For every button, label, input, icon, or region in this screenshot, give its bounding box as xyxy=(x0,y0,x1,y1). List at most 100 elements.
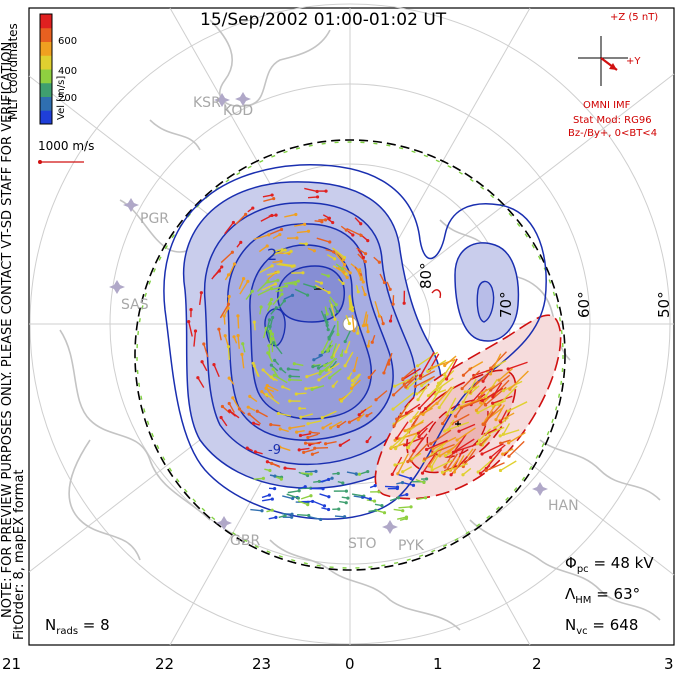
vector-origin xyxy=(444,377,449,381)
velocity-vector xyxy=(451,413,470,425)
velocity-vector xyxy=(258,245,268,253)
velocity-vector xyxy=(395,436,407,450)
vector-origin xyxy=(354,472,358,476)
velocity-vector xyxy=(220,417,228,427)
velocity-vector xyxy=(328,324,336,338)
vector-origin xyxy=(352,329,356,333)
velocity-vector xyxy=(355,470,368,477)
vector-origin xyxy=(405,492,409,497)
velocity-vector xyxy=(394,461,406,466)
velocity-vector xyxy=(464,386,478,393)
colorbar-outline xyxy=(39,13,53,125)
vector-origin xyxy=(200,360,204,364)
velocity-vector xyxy=(334,515,345,518)
vector-origin xyxy=(340,267,345,271)
velocity-vector xyxy=(329,296,337,306)
stat-nrads-subscript: rads xyxy=(56,626,79,637)
vector-origin xyxy=(402,382,406,386)
vector-origin xyxy=(286,367,290,371)
vector-origin xyxy=(284,284,289,288)
vector-origin xyxy=(392,424,396,428)
station-marker xyxy=(532,482,548,496)
velocity-vector xyxy=(325,357,336,371)
vector-origin xyxy=(461,400,465,404)
vector-origin xyxy=(476,470,480,474)
velocity-vector xyxy=(508,431,526,444)
vector-origin xyxy=(476,442,480,446)
velocity-vector xyxy=(303,449,314,454)
velocity-vector xyxy=(495,404,506,420)
mlt-tick-0: 0 xyxy=(345,655,355,673)
vector-origin xyxy=(269,301,273,305)
vector-origin xyxy=(424,477,429,481)
velocity-vector xyxy=(351,314,355,331)
velocity-vector xyxy=(444,453,453,468)
imf-y-label: +Y xyxy=(626,56,641,67)
vector-origin xyxy=(352,369,356,373)
velocity-vector xyxy=(303,283,316,289)
velocity-vector xyxy=(348,294,353,308)
velocity-vector xyxy=(375,390,388,401)
vector-origin xyxy=(287,378,292,382)
vector-origin xyxy=(297,448,301,452)
velocity-vector xyxy=(410,410,420,422)
vector-origin xyxy=(411,483,416,487)
vector-origin xyxy=(245,446,249,450)
velocity-vector xyxy=(416,387,428,395)
vector-origin xyxy=(313,446,317,450)
vector-origin xyxy=(226,345,230,349)
vector-origin xyxy=(351,233,355,237)
velocity-vector xyxy=(346,227,362,237)
station-sto: STO xyxy=(348,536,377,552)
vector-origin xyxy=(498,434,502,438)
vector-origin xyxy=(313,285,317,289)
velocity-vector xyxy=(425,399,437,410)
velocity-vector xyxy=(211,266,223,280)
velocity-vector xyxy=(462,366,473,376)
vector-origin xyxy=(366,344,370,348)
vector-origin xyxy=(401,377,405,381)
station-sas: SAS xyxy=(121,297,149,313)
vector-origin xyxy=(351,308,355,313)
vector-origin xyxy=(311,365,315,369)
velocity-vector xyxy=(318,370,333,381)
station-marker xyxy=(123,198,139,212)
velocity-vector xyxy=(498,367,514,381)
vector-origin xyxy=(366,238,370,243)
velocity-vector xyxy=(498,385,518,406)
vector-origin xyxy=(261,476,265,480)
vector-origin xyxy=(306,502,310,507)
velocity-vector xyxy=(398,473,412,480)
vector-origin xyxy=(497,378,501,382)
vector-origin xyxy=(268,468,272,473)
velocity-vector xyxy=(379,273,386,283)
vector-origin xyxy=(312,249,316,253)
vector-origin xyxy=(335,309,339,314)
vector-origin xyxy=(271,367,275,371)
vector-origin xyxy=(322,504,327,508)
vector-origin xyxy=(331,220,335,225)
vector-origin xyxy=(303,222,307,226)
velocity-vector xyxy=(197,377,205,388)
colorbar-tick-600: 600 xyxy=(58,36,78,47)
vector-origin xyxy=(479,443,483,447)
stat-lambda-symbol: Λ xyxy=(565,585,576,603)
velocity-vector xyxy=(265,393,280,405)
velocity-vector xyxy=(351,379,361,389)
vector-origin xyxy=(359,233,363,237)
vector-origin xyxy=(370,340,374,344)
vector-origin xyxy=(295,430,299,434)
vector-origin xyxy=(366,469,370,474)
velocity-vector xyxy=(413,433,428,452)
vector-origin xyxy=(326,507,331,512)
vector-origin xyxy=(274,213,278,217)
velocity-vector xyxy=(314,284,330,294)
vector-origin xyxy=(344,489,349,493)
vector-origin xyxy=(337,507,341,511)
vector-origin xyxy=(294,392,298,396)
velocity-vector xyxy=(256,410,268,418)
velocity-vector xyxy=(447,419,455,431)
vector-origin xyxy=(330,476,334,480)
velocity-vector xyxy=(245,290,253,300)
vector-origin xyxy=(489,388,493,392)
